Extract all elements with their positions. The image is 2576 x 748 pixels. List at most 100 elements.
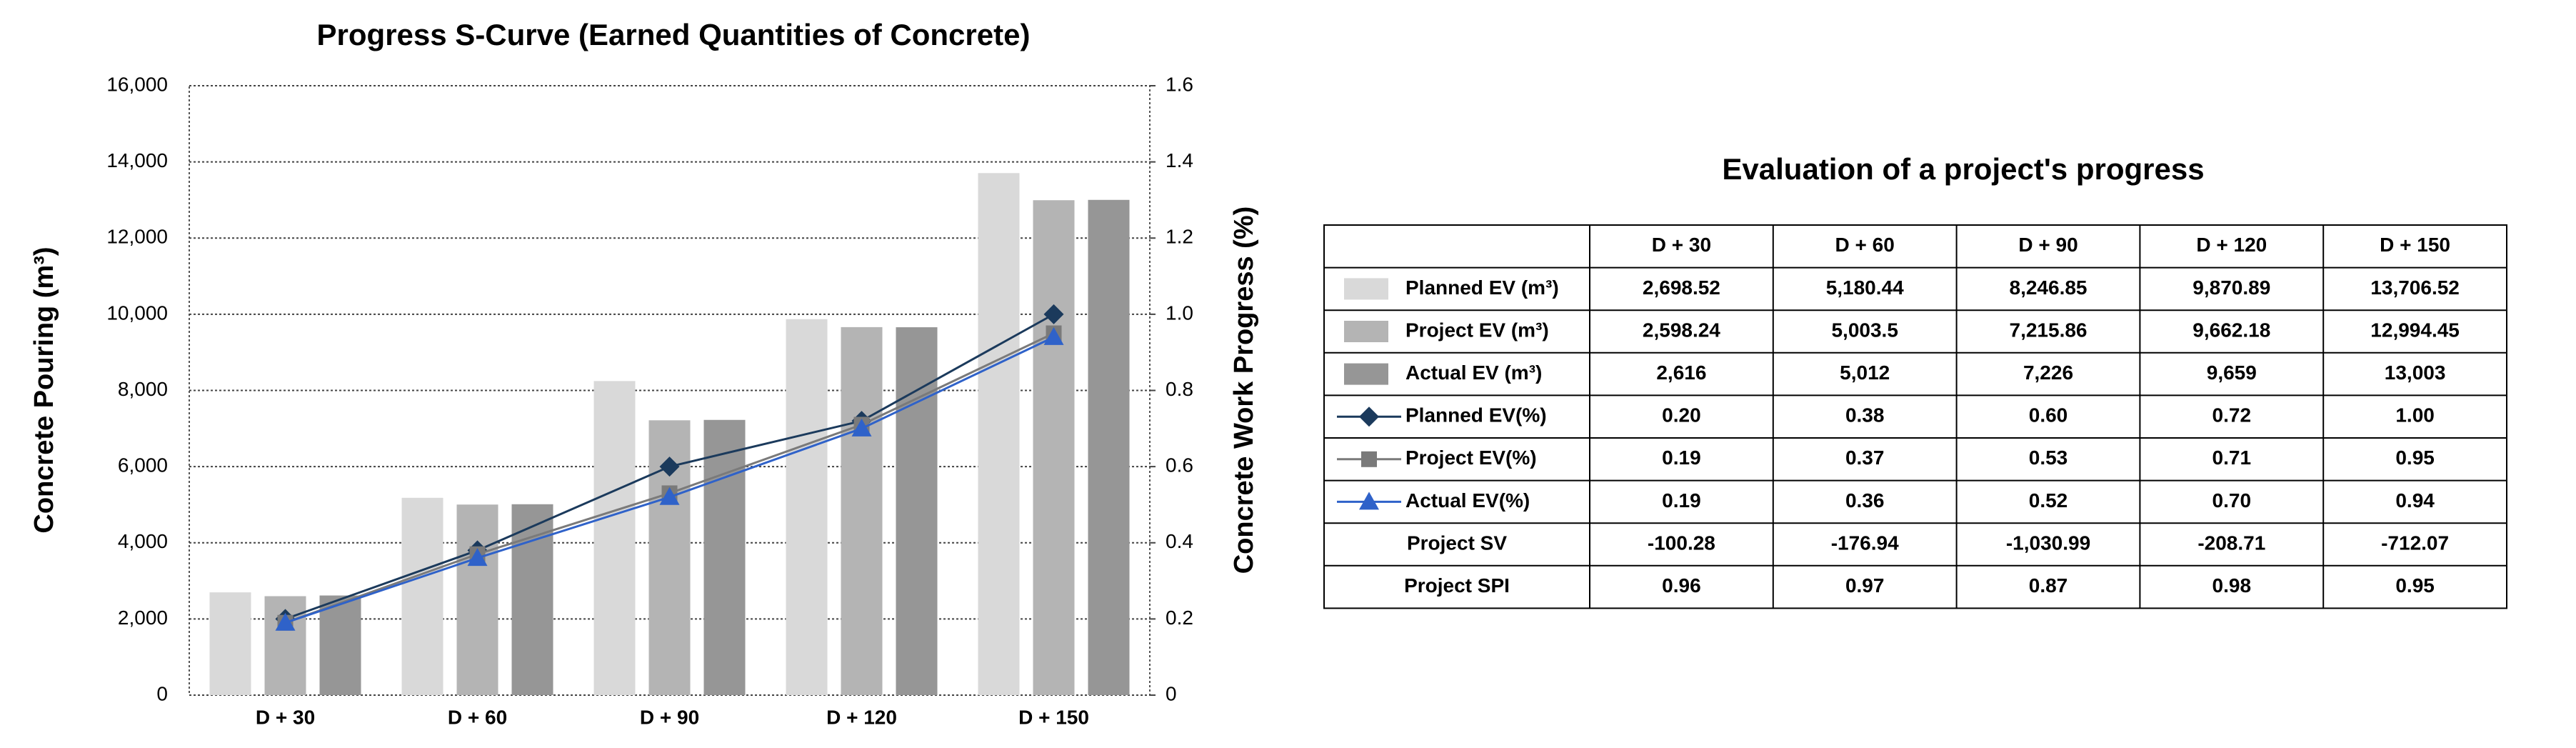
legend-swatch bbox=[1344, 278, 1388, 300]
y-tick-label: 2,000 bbox=[118, 607, 168, 629]
table-cell: -1,030.99 bbox=[2006, 532, 2090, 554]
table-header: D + 60 bbox=[1835, 234, 1895, 256]
table-cell: 0.60 bbox=[2029, 404, 2068, 427]
table-cell: 2,698.52 bbox=[1643, 276, 1720, 299]
y-axis-title: Concrete Pouring (m³) bbox=[29, 246, 59, 533]
legend-swatch bbox=[1344, 321, 1388, 342]
table-cell: 9,659 bbox=[2207, 361, 2257, 384]
bar bbox=[896, 327, 938, 695]
y-tick-label: 6,000 bbox=[118, 454, 168, 477]
row-label: Project SPI bbox=[1404, 574, 1510, 597]
y2-tick-label: 0.4 bbox=[1166, 530, 1193, 552]
table-cell: 0.53 bbox=[2029, 447, 2068, 469]
table-cell: 13,003 bbox=[2385, 361, 2446, 384]
legend-label: Planned EV (m³) bbox=[1405, 276, 1559, 299]
table-cell: 8,246.85 bbox=[2010, 276, 2088, 299]
table-cell: 0.71 bbox=[2212, 447, 2252, 469]
x-tick-label: D + 60 bbox=[448, 706, 507, 728]
table-cell: 0.95 bbox=[2395, 574, 2435, 597]
table-cell: -208.71 bbox=[2197, 532, 2265, 554]
table-cell: 2,616 bbox=[1656, 361, 1706, 384]
y2-axis-title: Concrete Work Progress (%) bbox=[1229, 206, 1259, 574]
table-cell: 0.72 bbox=[2212, 404, 2252, 427]
x-tick-label: D + 150 bbox=[1018, 706, 1089, 728]
table-cell: 0.95 bbox=[2395, 447, 2435, 469]
table-cell: 5,003.5 bbox=[1831, 319, 1898, 341]
bar bbox=[401, 497, 443, 695]
table-cell: 12,994.45 bbox=[2370, 319, 2460, 341]
bar bbox=[841, 326, 883, 696]
legend-label: Actual EV (m³) bbox=[1405, 361, 1542, 384]
line-marker bbox=[275, 612, 296, 631]
table-header: D + 120 bbox=[2196, 234, 2267, 256]
line-marker bbox=[1043, 326, 1064, 345]
bar bbox=[1033, 200, 1075, 695]
table-cell: 2,598.24 bbox=[1643, 319, 1720, 341]
y2-tick-label: 1.4 bbox=[1166, 149, 1193, 171]
y-tick-label: 12,000 bbox=[106, 226, 168, 248]
x-tick-label: D + 120 bbox=[826, 706, 897, 728]
line-marker bbox=[659, 457, 680, 477]
table-cell: 9,662.18 bbox=[2192, 319, 2270, 341]
legend-marker bbox=[1359, 492, 1379, 510]
bar bbox=[319, 595, 361, 695]
bar bbox=[456, 504, 498, 695]
bar bbox=[786, 319, 828, 695]
line-marker bbox=[851, 418, 872, 437]
legend-label: Actual EV(%) bbox=[1405, 489, 1530, 512]
chart-title: Progress S-Curve (Earned Quantities of C… bbox=[317, 18, 1031, 51]
table-cell: 0.94 bbox=[2395, 489, 2435, 512]
table-cell: 0.20 bbox=[1662, 404, 1701, 427]
y2-tick-label: 0.8 bbox=[1166, 378, 1193, 400]
table-header: D + 90 bbox=[2018, 234, 2078, 256]
table-title: Evaluation of a project's progress bbox=[1722, 152, 2204, 186]
legend-label: Project EV(%) bbox=[1405, 447, 1537, 469]
bar bbox=[1088, 199, 1130, 695]
y-tick-label: 4,000 bbox=[118, 530, 168, 552]
table-cell: 0.38 bbox=[1845, 404, 1885, 427]
table-cell: 13,706.52 bbox=[2370, 276, 2460, 299]
y-tick-label: 16,000 bbox=[106, 73, 168, 95]
y2-tick-label: 0.6 bbox=[1166, 454, 1193, 477]
table-cell: 0.19 bbox=[1662, 489, 1701, 512]
y2-tick-label: 1.6 bbox=[1166, 73, 1193, 95]
table-cell: 0.70 bbox=[2212, 489, 2252, 512]
legend-label: Project EV (m³) bbox=[1405, 319, 1549, 341]
y-tick-label: 0 bbox=[156, 682, 168, 704]
table-cell: 0.98 bbox=[2212, 574, 2252, 597]
table-cell: 5,012 bbox=[1840, 361, 1890, 384]
x-tick-label: D + 30 bbox=[256, 706, 315, 728]
legend-label: Planned EV(%) bbox=[1405, 404, 1547, 427]
table-cell: -176.94 bbox=[1831, 532, 1899, 554]
y-tick-label: 14,000 bbox=[106, 149, 168, 171]
bar bbox=[593, 381, 636, 695]
legend-swatch bbox=[1344, 363, 1388, 385]
table-border bbox=[1323, 224, 2507, 609]
table-cell: -712.07 bbox=[2381, 532, 2449, 554]
line-marker bbox=[1043, 304, 1064, 324]
table-cell: 1.00 bbox=[2395, 404, 2435, 427]
table-cell: 7,215.86 bbox=[2010, 319, 2088, 341]
x-tick-label: D + 90 bbox=[640, 706, 699, 728]
table-cell: 0.52 bbox=[2029, 489, 2068, 512]
table-header: D + 150 bbox=[2380, 234, 2450, 256]
table-header: D + 30 bbox=[1652, 234, 1711, 256]
table-cell: 0.96 bbox=[1662, 574, 1701, 597]
table-cell: 0.97 bbox=[1845, 574, 1885, 597]
table-cell: 0.19 bbox=[1662, 447, 1701, 469]
y2-tick-label: 1.0 bbox=[1166, 301, 1193, 324]
table-cell: 5,180.44 bbox=[1826, 276, 1904, 299]
line-marker bbox=[467, 548, 488, 567]
table-cell: 0.36 bbox=[1845, 489, 1885, 512]
table-cell: 0.87 bbox=[2029, 574, 2068, 597]
bar bbox=[209, 592, 251, 695]
line-marker bbox=[659, 487, 680, 505]
y2-tick-label: 0 bbox=[1166, 682, 1177, 704]
row-label: Project SV bbox=[1407, 532, 1507, 554]
bar bbox=[978, 173, 1020, 696]
y-tick-label: 8,000 bbox=[118, 378, 168, 400]
bar bbox=[703, 419, 746, 695]
table-cell: -100.28 bbox=[1648, 532, 1715, 554]
legend-marker bbox=[1359, 407, 1379, 427]
